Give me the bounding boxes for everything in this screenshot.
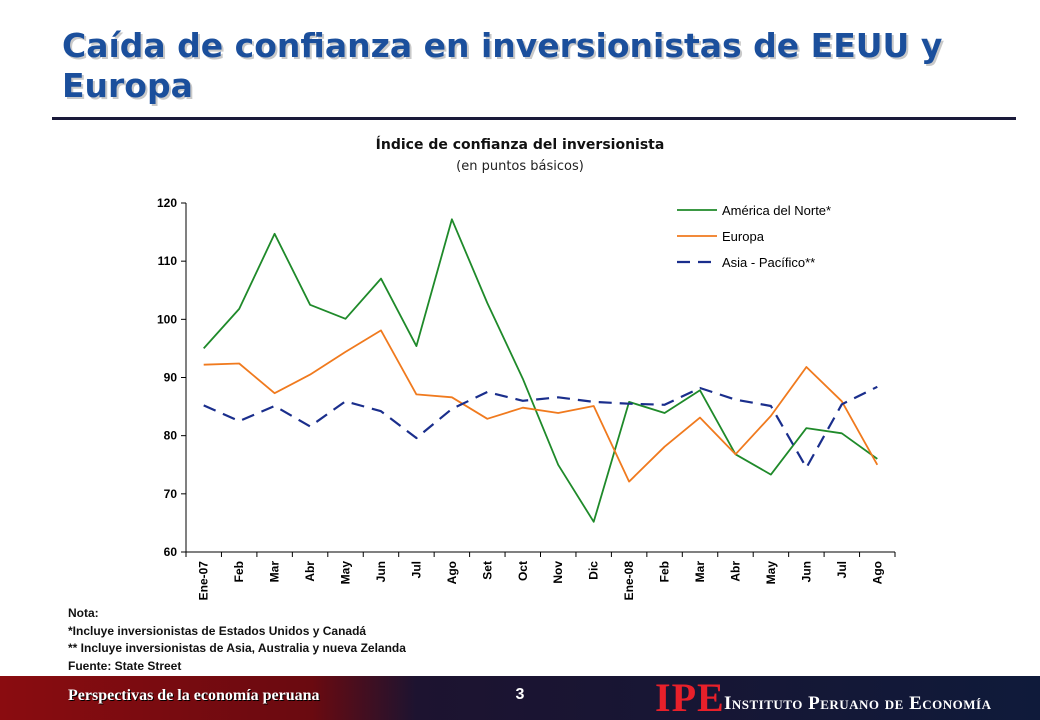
legend-label-2: Asia - Pacífico** bbox=[722, 255, 815, 270]
y-tick-label: 90 bbox=[164, 371, 178, 385]
x-tick-label: Ene-08 bbox=[622, 561, 636, 601]
chart-notes: Nota: *Incluye inversionistas de Estados… bbox=[68, 605, 406, 675]
series-line-2 bbox=[203, 385, 878, 469]
chart-title: Índice de confianza del inversionista bbox=[375, 137, 665, 153]
x-tick-label: Ago bbox=[445, 561, 459, 584]
slide-title: Caída de confianza en inversionistas de … bbox=[62, 26, 943, 105]
x-tick-label: Abr bbox=[303, 561, 317, 582]
x-tick-label: Feb bbox=[658, 561, 672, 582]
x-tick-label: Jul bbox=[835, 561, 849, 578]
x-tick-label: Abr bbox=[728, 561, 742, 582]
y-tick-label: 70 bbox=[164, 487, 178, 501]
x-tick-label: Jun bbox=[374, 561, 388, 582]
x-tick-label: May bbox=[339, 561, 353, 585]
x-tick-label: Mar bbox=[268, 561, 282, 583]
series-line-1 bbox=[203, 329, 879, 483]
chart-subtitle: (en puntos básicos) bbox=[456, 159, 584, 174]
y-tick-label: 80 bbox=[164, 429, 178, 443]
series-line-0 bbox=[203, 218, 878, 523]
ipe-logo: IPE bbox=[655, 675, 725, 720]
x-tick-label: Ene-07 bbox=[197, 561, 211, 601]
x-tick-label: Oct bbox=[516, 561, 530, 581]
note-north-america: *Incluye inversionistas de Estados Unido… bbox=[68, 623, 367, 638]
x-tick-label: Jun bbox=[799, 561, 813, 582]
x-tick-label: Ago bbox=[870, 561, 884, 584]
legend-label-0: América del Norte* bbox=[722, 203, 831, 218]
y-tick-label: 100 bbox=[157, 312, 177, 326]
footer-bar bbox=[0, 676, 1040, 720]
institute-name: Instituto Peruano de Economía bbox=[724, 693, 992, 714]
x-tick-label: Jul bbox=[409, 561, 423, 578]
title-divider bbox=[52, 117, 1016, 120]
x-tick-label: Set bbox=[480, 561, 494, 580]
page-number: 3 bbox=[515, 686, 525, 703]
source-note: Fuente: State Street bbox=[68, 658, 182, 673]
note-asia-pacific: ** Incluye inversionistas de Asia, Austr… bbox=[68, 641, 406, 655]
y-tick-label: 110 bbox=[158, 254, 178, 268]
y-tick-label: 120 bbox=[157, 196, 177, 210]
notes-heading: Nota: bbox=[68, 606, 99, 620]
x-tick-label: Mar bbox=[693, 561, 707, 583]
x-tick-label: Dic bbox=[587, 561, 601, 580]
x-tick-label: May bbox=[764, 561, 778, 585]
y-tick-label: 60 bbox=[164, 545, 178, 559]
x-tick-label: Feb bbox=[232, 561, 246, 582]
x-tick-label: Nov bbox=[551, 561, 565, 584]
footer-presentation-title: Perspectivas de la economía peruana bbox=[68, 687, 320, 704]
legend-label-1: Europa bbox=[722, 229, 765, 244]
